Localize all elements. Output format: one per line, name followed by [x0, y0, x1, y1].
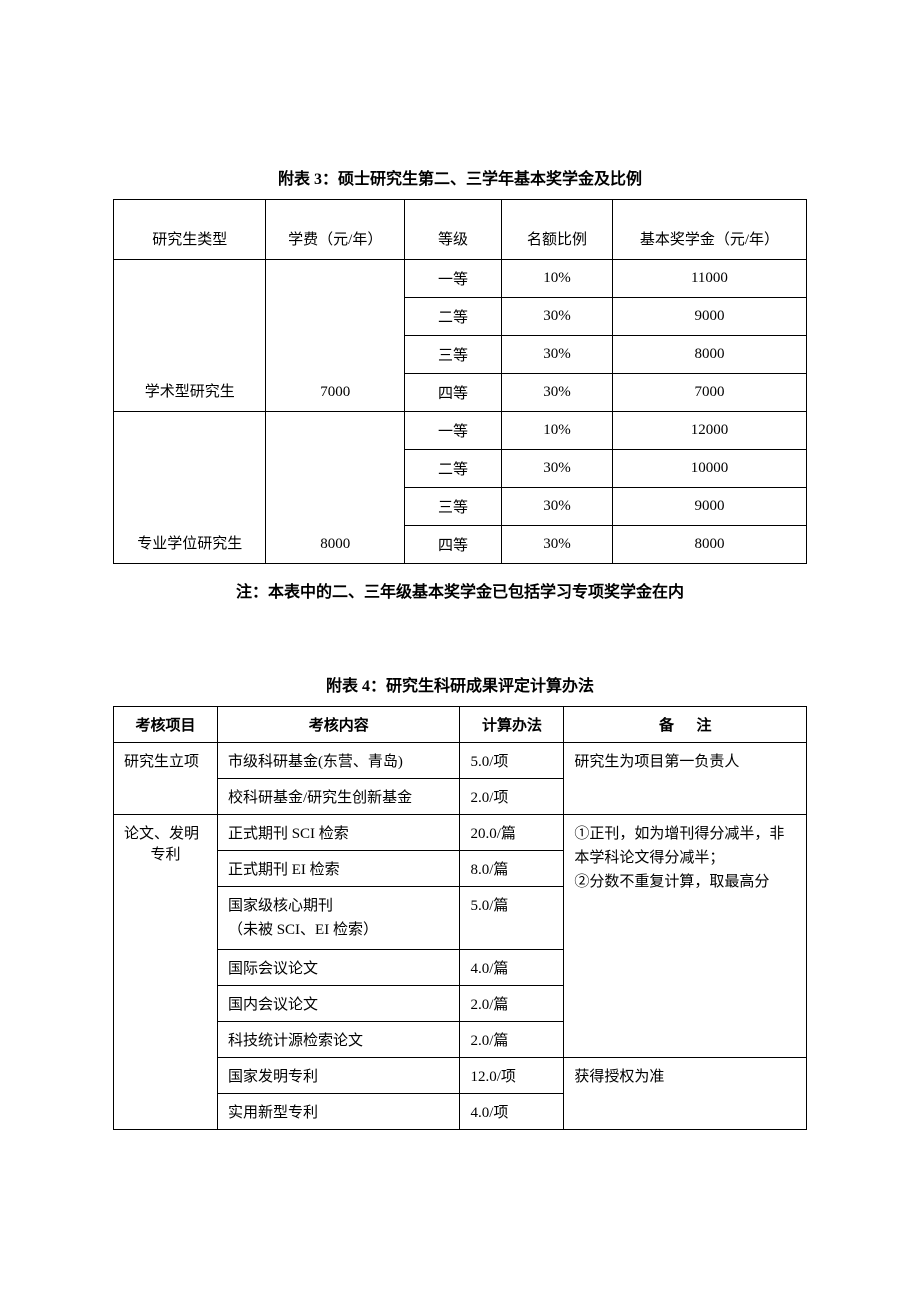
table4-title: 附表 4：研究生科研成果评定计算办法 [113, 672, 807, 696]
cell-content: 校科研基金/研究生创新基金 [217, 779, 460, 815]
cell-amount: 10000 [612, 450, 806, 488]
cell-amount: 8000 [612, 336, 806, 374]
cell-content: 国家发明专利 [217, 1058, 460, 1094]
cell-content: 科技统计源检索论文 [217, 1022, 460, 1058]
cell-content: 市级科研基金(东营、青岛) [217, 743, 460, 779]
header-quota: 名额比例 [502, 200, 613, 260]
cell-method: 8.0/篇 [460, 851, 564, 887]
type-academic: 学术型研究生 [114, 260, 266, 412]
cell-amount: 12000 [612, 412, 806, 450]
header-type: 研究生类型 [114, 200, 266, 260]
cell-content: 正式期刊 SCI 检索 [217, 815, 460, 851]
cell-method: 2.0/篇 [460, 1022, 564, 1058]
cell-method: 4.0/篇 [460, 950, 564, 986]
cell-amount: 7000 [612, 374, 806, 412]
cell-quota: 30% [502, 450, 613, 488]
cell-quota: 30% [502, 488, 613, 526]
cell-quota: 30% [502, 526, 613, 564]
research-table: 考核项目 考核内容 计算办法 备注 研究生立项 市级科研基金(东营、青岛) 5.… [113, 706, 807, 1130]
cell-level: 二等 [405, 298, 502, 336]
tuition-academic: 7000 [266, 260, 405, 412]
cell-level: 四等 [405, 374, 502, 412]
item-paper: 论文、发明 专利 [114, 815, 218, 1130]
cell-content: 实用新型专利 [217, 1094, 460, 1130]
cell-level: 三等 [405, 488, 502, 526]
cell-method: 5.0/篇 [460, 887, 564, 950]
cell-note: 获得授权为准 [564, 1058, 807, 1130]
cell-level: 一等 [405, 412, 502, 450]
table-row: 考核项目 考核内容 计算办法 备注 [114, 707, 807, 743]
cell-content: 国家级核心期刊 （未被 SCI、EI 检索） [217, 887, 460, 950]
cell-amount: 8000 [612, 526, 806, 564]
cell-amount: 9000 [612, 298, 806, 336]
cell-level: 四等 [405, 526, 502, 564]
header-item: 考核项目 [114, 707, 218, 743]
cell-amount: 9000 [612, 488, 806, 526]
table3-title: 附表 3：硕士研究生第二、三学年基本奖学金及比例 [113, 165, 807, 189]
cell-method: 2.0/项 [460, 779, 564, 815]
item-project: 研究生立项 [114, 743, 218, 815]
cell-method: 2.0/篇 [460, 986, 564, 1022]
table-row: 专业学位研究生 8000 一等 10% 12000 [114, 412, 807, 450]
cell-content: 正式期刊 EI 检索 [217, 851, 460, 887]
header-note: 备注 [564, 707, 807, 743]
table3-note: 注：本表中的二、三年级基本奖学金已包括学习专项奖学金在内 [113, 578, 807, 602]
table-row: 国家发明专利 12.0/项 获得授权为准 [114, 1058, 807, 1094]
cell-quota: 30% [502, 298, 613, 336]
cell-method: 12.0/项 [460, 1058, 564, 1094]
cell-level: 一等 [405, 260, 502, 298]
header-method: 计算办法 [460, 707, 564, 743]
table-row: 研究生类型 学费（元/年） 等级 名额比例 基本奖学金（元/年） [114, 200, 807, 260]
cell-quota: 30% [502, 336, 613, 374]
cell-method: 5.0/项 [460, 743, 564, 779]
cell-note: ①正刊，如为增刊得分减半，非本学科论文得分减半； ②分数不重复计算，取最高分 [564, 815, 807, 1058]
cell-amount: 11000 [612, 260, 806, 298]
cell-quota: 10% [502, 260, 613, 298]
cell-note: 研究生为项目第一负责人 [564, 743, 807, 815]
header-scholarship: 基本奖学金（元/年） [612, 200, 806, 260]
cell-quota: 30% [502, 374, 613, 412]
tuition-professional: 8000 [266, 412, 405, 564]
cell-method: 20.0/篇 [460, 815, 564, 851]
cell-content: 国内会议论文 [217, 986, 460, 1022]
table-row: 论文、发明 专利 正式期刊 SCI 检索 20.0/篇 ①正刊，如为增刊得分减半… [114, 815, 807, 851]
cell-level: 三等 [405, 336, 502, 374]
scholarship-table: 研究生类型 学费（元/年） 等级 名额比例 基本奖学金（元/年） 学术型研究生 … [113, 199, 807, 564]
cell-level: 二等 [405, 450, 502, 488]
cell-content: 国际会议论文 [217, 950, 460, 986]
cell-quota: 10% [502, 412, 613, 450]
header-tuition: 学费（元/年） [266, 200, 405, 260]
table-row: 学术型研究生 7000 一等 10% 11000 [114, 260, 807, 298]
header-level: 等级 [405, 200, 502, 260]
cell-method: 4.0/项 [460, 1094, 564, 1130]
table-row: 研究生立项 市级科研基金(东营、青岛) 5.0/项 研究生为项目第一负责人 [114, 743, 807, 779]
header-content: 考核内容 [217, 707, 460, 743]
type-professional: 专业学位研究生 [114, 412, 266, 564]
